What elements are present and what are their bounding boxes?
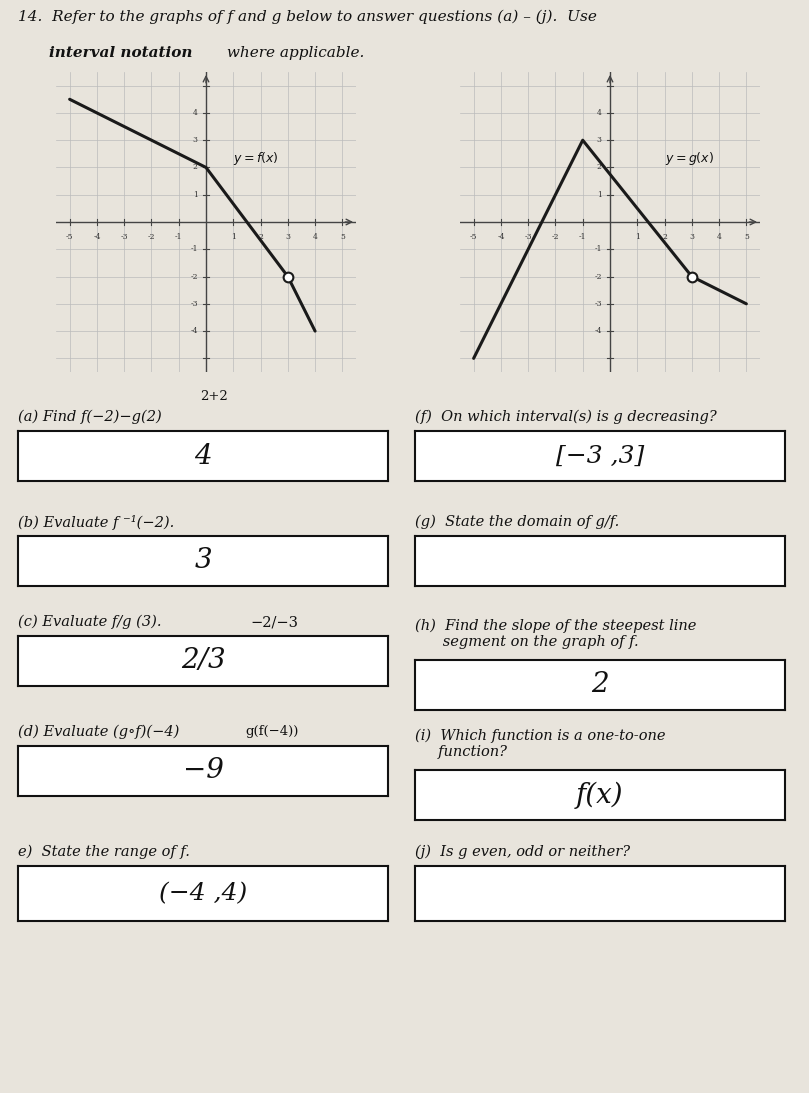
Text: 4: 4 xyxy=(193,109,198,117)
Text: interval notation: interval notation xyxy=(49,46,193,60)
Text: (f)  On which interval(s) is g decreasing?: (f) On which interval(s) is g decreasing… xyxy=(415,410,717,424)
Text: (h)  Find the slope of the steepest line
      segment on the graph of f.: (h) Find the slope of the steepest line … xyxy=(415,619,697,649)
Text: e)  State the range of f.: e) State the range of f. xyxy=(18,845,190,859)
Text: 1: 1 xyxy=(597,190,602,199)
Text: (−4 ,4): (−4 ,4) xyxy=(159,882,247,905)
Text: -3: -3 xyxy=(594,299,602,308)
Text: −9: −9 xyxy=(183,757,223,785)
Text: where applicable.: where applicable. xyxy=(222,46,364,60)
Text: 3: 3 xyxy=(286,233,290,240)
Text: 3: 3 xyxy=(597,137,602,144)
Text: -2: -2 xyxy=(595,272,602,281)
Text: 3: 3 xyxy=(689,233,694,240)
Text: -2: -2 xyxy=(190,272,198,281)
Text: -4: -4 xyxy=(595,327,602,336)
Text: 1: 1 xyxy=(231,233,235,240)
Text: 4: 4 xyxy=(194,443,212,470)
Text: $y = g(x)$: $y = g(x)$ xyxy=(664,150,714,167)
Text: (c) Evaluate f/g (3).: (c) Evaluate f/g (3). xyxy=(18,614,162,630)
Text: $y = f(x)$: $y = f(x)$ xyxy=(233,150,279,167)
Text: 4: 4 xyxy=(312,233,317,240)
Text: 3: 3 xyxy=(193,137,198,144)
Text: 2: 2 xyxy=(193,164,198,172)
Text: 2: 2 xyxy=(591,671,609,698)
Text: [−3 ,3]: [−3 ,3] xyxy=(556,445,644,468)
Text: -2: -2 xyxy=(552,233,559,240)
Text: 2: 2 xyxy=(662,233,667,240)
Text: 5: 5 xyxy=(744,233,749,240)
Text: -4: -4 xyxy=(498,233,505,240)
Text: 2: 2 xyxy=(258,233,263,240)
Text: f(x): f(x) xyxy=(576,781,624,809)
Text: -1: -1 xyxy=(595,245,602,254)
Text: (j)  Is g even, odd or neither?: (j) Is g even, odd or neither? xyxy=(415,845,630,859)
Text: −2/−3: −2/−3 xyxy=(250,615,298,628)
Text: -5: -5 xyxy=(470,233,477,240)
Text: (g)  State the domain of g/f.: (g) State the domain of g/f. xyxy=(415,515,619,529)
Text: -3: -3 xyxy=(190,299,198,308)
Text: g(f(−4)): g(f(−4)) xyxy=(245,726,299,739)
Text: 3: 3 xyxy=(194,548,212,575)
Text: -4: -4 xyxy=(190,327,198,336)
Text: -4: -4 xyxy=(93,233,100,240)
Text: 1: 1 xyxy=(193,190,198,199)
Text: -5: -5 xyxy=(66,233,74,240)
Text: -1: -1 xyxy=(190,245,198,254)
Text: 14.  Refer to the graphs of f and g below to answer questions (a) – (j).  Use: 14. Refer to the graphs of f and g below… xyxy=(18,10,597,24)
Text: 5: 5 xyxy=(340,233,345,240)
Text: (d) Evaluate (g∘f)(−4): (d) Evaluate (g∘f)(−4) xyxy=(18,725,180,739)
Text: (i)  Which function is a one-to-one
     function?: (i) Which function is a one-to-one funct… xyxy=(415,729,666,760)
Text: -3: -3 xyxy=(524,233,532,240)
Text: 4: 4 xyxy=(597,109,602,117)
Text: 4: 4 xyxy=(717,233,722,240)
Text: (a) Find f(−2)−g(2): (a) Find f(−2)−g(2) xyxy=(18,410,162,424)
Text: 2+2: 2+2 xyxy=(200,389,228,402)
Text: -1: -1 xyxy=(579,233,587,240)
Text: 2/3: 2/3 xyxy=(180,647,226,674)
Text: 2: 2 xyxy=(597,164,602,172)
Text: -2: -2 xyxy=(148,233,155,240)
Text: 1: 1 xyxy=(635,233,640,240)
Text: (b) Evaluate f ⁻¹(−2).: (b) Evaluate f ⁻¹(−2). xyxy=(18,515,174,529)
Text: -1: -1 xyxy=(175,233,183,240)
Text: -3: -3 xyxy=(121,233,128,240)
